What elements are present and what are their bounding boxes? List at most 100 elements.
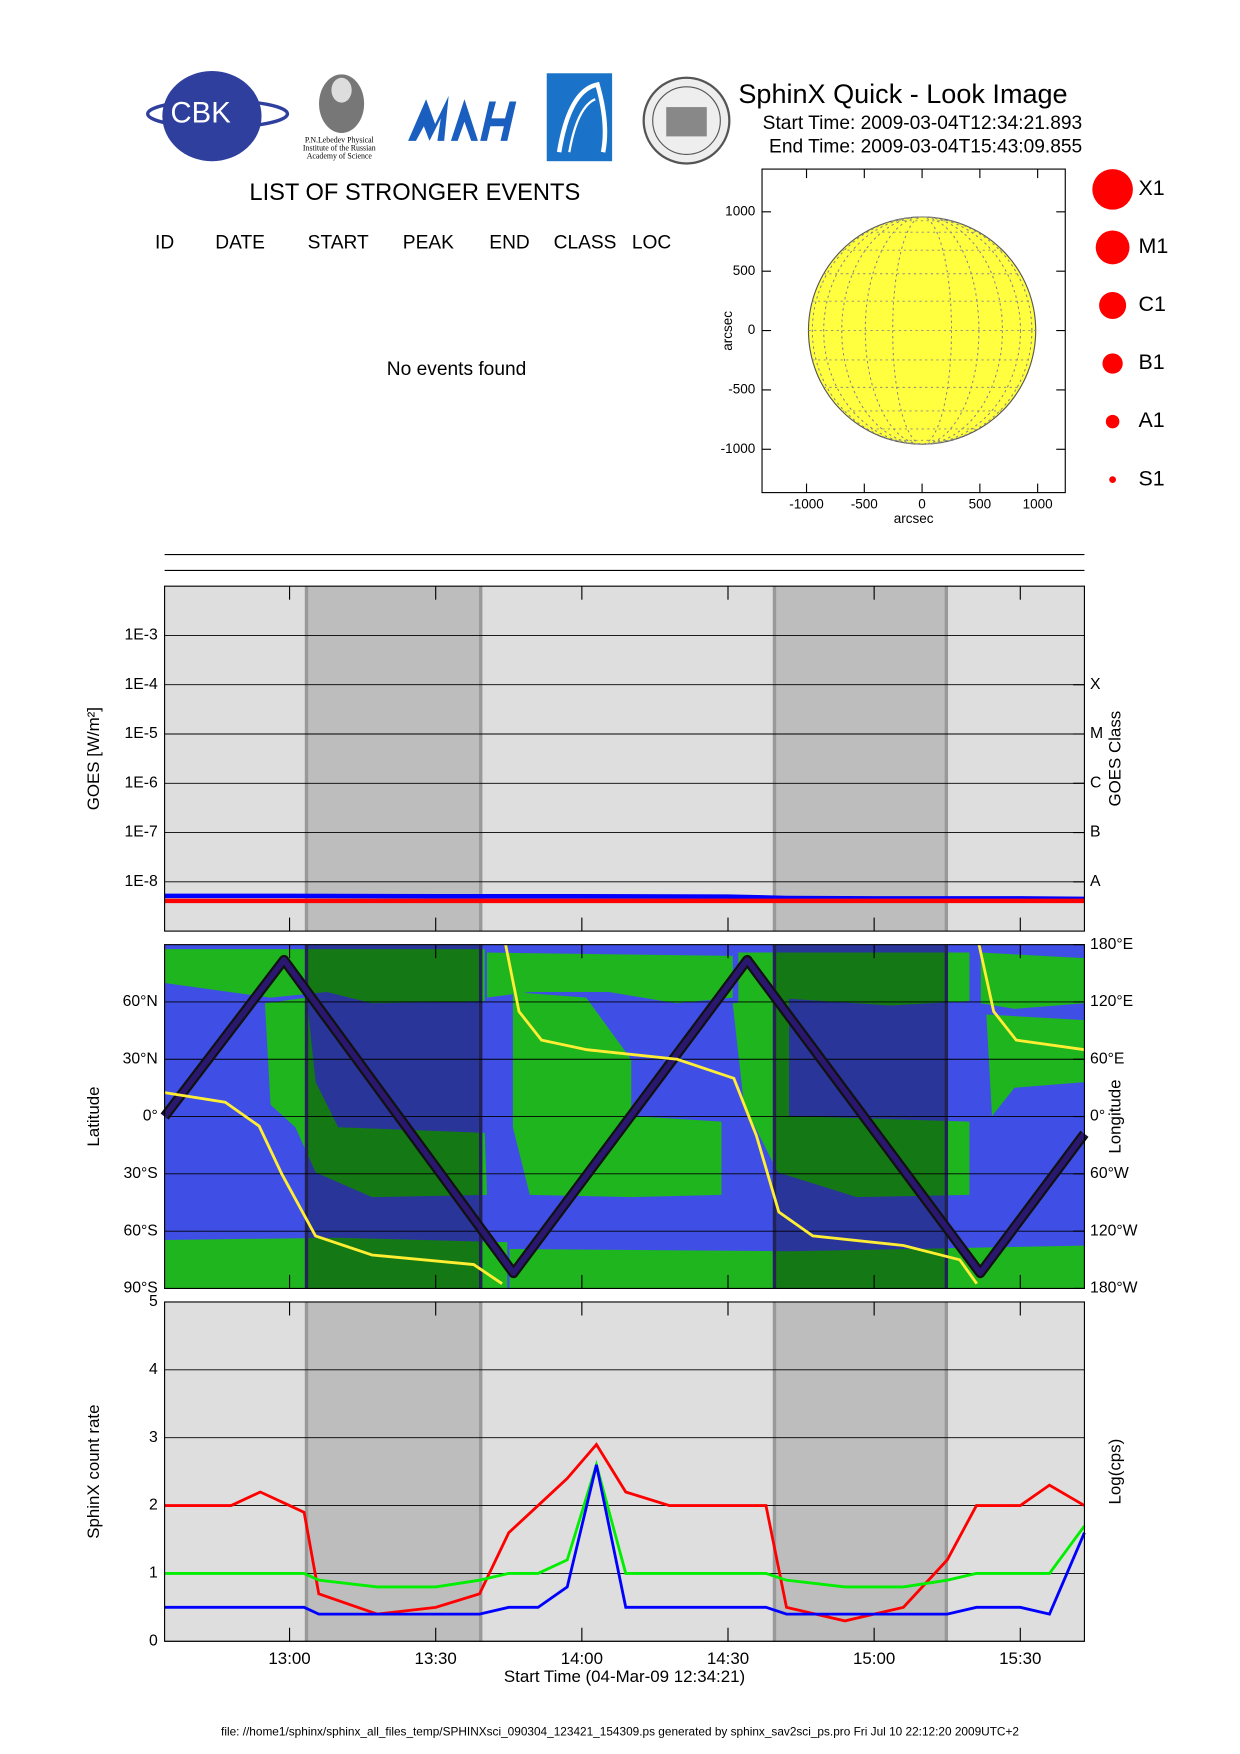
- shaded-interval: [306, 1301, 481, 1642]
- events-column: DATE: [215, 233, 265, 254]
- y2-axis-label: Longitude: [1105, 1079, 1124, 1153]
- events-message: No events found: [387, 359, 527, 380]
- y-axis-label: SphinX count rate: [84, 1404, 103, 1538]
- y2-tick-label: B: [1090, 824, 1101, 841]
- events-column: START: [308, 233, 369, 254]
- class-marker: [1109, 476, 1116, 484]
- y-tick-label: -1000: [721, 441, 756, 456]
- institute-line: Academy of Science: [307, 152, 373, 161]
- institute-line: P.N.Lebedev Physical: [305, 136, 375, 145]
- x-tick-label: 14:00: [561, 1649, 603, 1668]
- y-tick-label: 0°: [143, 1108, 158, 1125]
- y2-tick-label: 120°W: [1090, 1222, 1138, 1239]
- logo-iki: [546, 73, 613, 162]
- end-time: End Time: 2009-03-04T15:43:09.855: [769, 137, 1082, 158]
- x-tick-label: 13:30: [415, 1649, 457, 1668]
- disk-meridian: [823, 216, 1021, 445]
- y-axis-label: arcsec: [720, 311, 735, 351]
- y-tick-label: 1E-3: [125, 627, 159, 644]
- class-marker: [1105, 414, 1120, 429]
- x-tick-label: 500: [969, 497, 992, 512]
- class-marker: [1099, 291, 1127, 320]
- y-tick-label: 4: [149, 1361, 158, 1378]
- longitude-line: [164, 944, 1085, 1285]
- class-label: S1: [1139, 466, 1165, 490]
- y2-tick-label: 60°W: [1090, 1165, 1129, 1182]
- plot-frame: [164, 585, 1085, 932]
- x-axis-label: Start Time (04-Mar-09 12:34:21): [504, 1667, 745, 1686]
- y-tick-label: 30°S: [123, 1165, 157, 1182]
- logo-text: CBK: [171, 97, 232, 130]
- class-marker: [1095, 230, 1130, 265]
- class-label: X1: [1139, 176, 1165, 200]
- y-tick-label: -500: [728, 381, 755, 396]
- y-tick-label: 3: [149, 1429, 158, 1446]
- x-tick-label: -1000: [789, 497, 824, 512]
- x-axis-label: arcsec: [894, 511, 934, 526]
- y2-axis-label: GOES Class: [1105, 711, 1124, 807]
- count-line: [164, 1442, 1086, 1623]
- y2-tick-label: 120°E: [1090, 993, 1133, 1010]
- class-marker: [1092, 169, 1133, 210]
- start-time: Start Time: 2009-03-04T12:34:21.893: [763, 113, 1082, 134]
- events-column: END: [489, 233, 529, 254]
- logo-cbk: CBK: [145, 71, 290, 162]
- y-tick-label: 1E-8: [125, 873, 159, 890]
- disk-meridian: [811, 216, 1033, 445]
- plots: ID DATE START PEAK END CLASS LOCX1M1C1B1A1S1-1…: [84, 168, 1169, 1686]
- y-tick-label: 1: [149, 1565, 158, 1582]
- y-tick-label: 5: [149, 1293, 158, 1310]
- y2-tick-label: X: [1090, 676, 1101, 693]
- x-tick-label: 1000: [1023, 497, 1053, 512]
- y-tick-label: 500: [733, 263, 756, 278]
- y-tick-label: 30°N: [123, 1050, 158, 1067]
- y2-tick-label: A: [1090, 873, 1101, 890]
- logo-mian: [408, 95, 517, 141]
- class-label: A1: [1139, 408, 1165, 432]
- y-tick-label: 1E-6: [125, 774, 159, 791]
- institute-line: Institute of the Russian: [303, 144, 376, 153]
- plot-frame: [164, 944, 1085, 1290]
- plot-frame: [164, 1301, 1085, 1642]
- footer: file: //home1/sphinx/sphinx_all_files_te…: [221, 1725, 1019, 1739]
- y-tick-label: 1E-5: [125, 725, 159, 742]
- events-column: ID: [155, 233, 174, 254]
- y-axis-label: GOES [W/m²]: [84, 707, 103, 810]
- y2-tick-label: 180°E: [1090, 936, 1133, 953]
- y-tick-label: 1E-4: [125, 676, 159, 693]
- events-column: PEAK: [403, 233, 454, 254]
- orbit-track-core: [162, 957, 1087, 1276]
- y2-tick-label: 60°E: [1090, 1050, 1124, 1067]
- events-column: CLASS: [554, 233, 617, 254]
- x-tick-label: 0: [918, 497, 926, 512]
- x-tick-label: 15:00: [853, 1649, 895, 1668]
- x-tick-label: -500: [851, 497, 878, 512]
- y-axis-label: Latitude: [84, 1086, 103, 1146]
- logo-seal: [642, 76, 731, 165]
- count-line: [164, 1464, 1086, 1616]
- y2-axis-label: Log(cps): [1105, 1439, 1124, 1505]
- class-label: M1: [1139, 234, 1169, 258]
- x-tick-label: 13:00: [268, 1649, 310, 1668]
- y-tick-label: 1000: [725, 203, 755, 218]
- class-marker: [1102, 353, 1123, 374]
- y-tick-label: 0: [149, 1632, 158, 1649]
- title: SphinX Quick - Look Image: [738, 79, 1067, 109]
- y-tick-label: 90°S: [123, 1280, 157, 1297]
- y2-tick-label: C: [1090, 774, 1101, 791]
- logo-lebedev: P.N.Lebedev Physical Institute of the Ru…: [303, 74, 376, 161]
- class-label: C1: [1139, 292, 1166, 316]
- events-column: LOC: [632, 233, 672, 254]
- events-title: LIST OF STRONGER EVENTS: [249, 180, 580, 206]
- y-tick-label: 1E-7: [125, 824, 158, 841]
- y2-tick-label: 180°W: [1090, 1280, 1138, 1297]
- x-tick-label: 15:30: [999, 1649, 1041, 1668]
- y-tick-label: 2: [149, 1497, 158, 1514]
- shaded-interval: [774, 586, 947, 932]
- goes-line: [164, 893, 1085, 902]
- y-tick-label: 60°N: [123, 993, 158, 1010]
- x-tick-label: 14:30: [707, 1649, 749, 1668]
- class-label: B1: [1139, 350, 1165, 374]
